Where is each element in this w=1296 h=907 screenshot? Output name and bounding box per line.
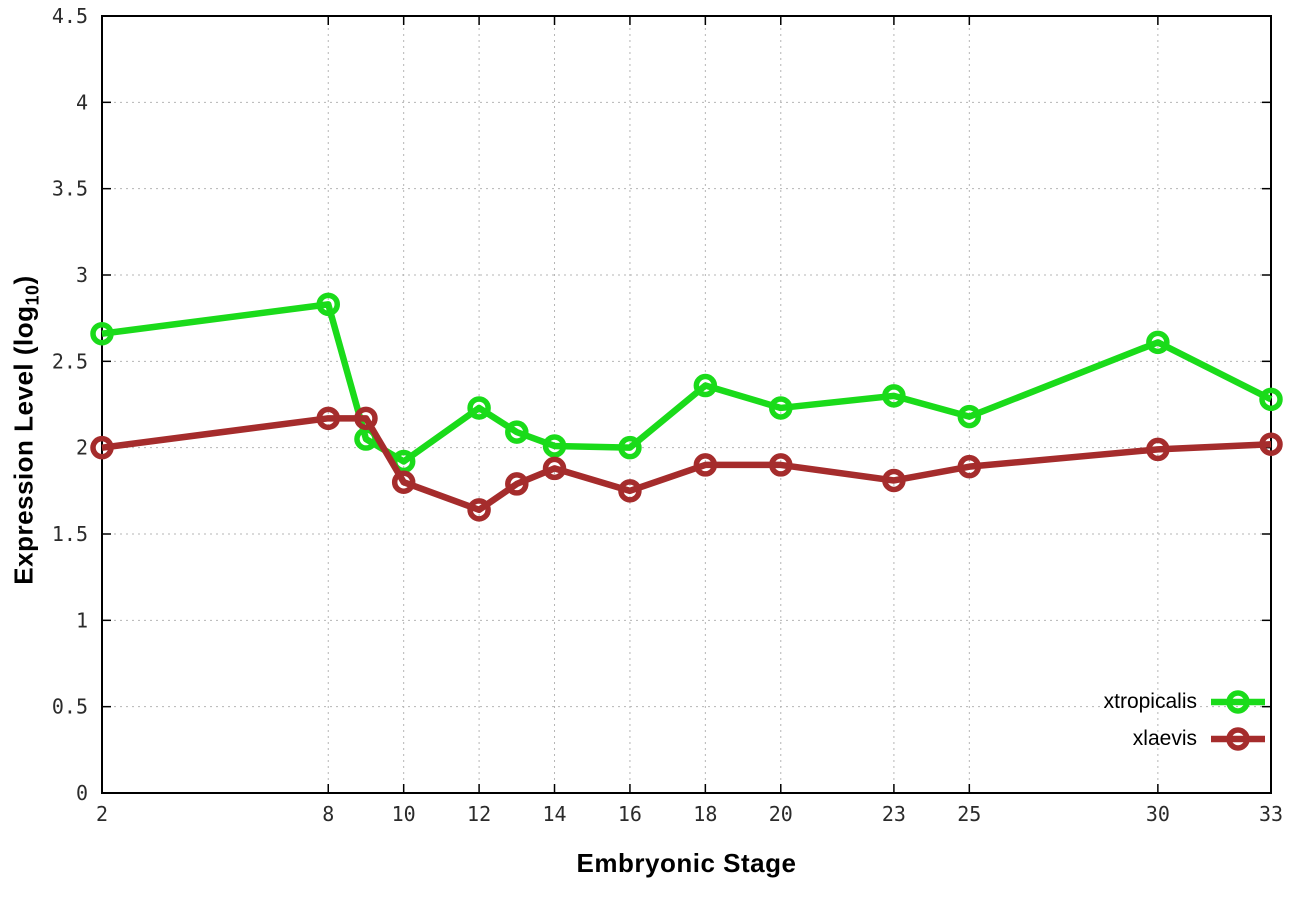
y-axis-title: Expression Level (log10) — [8, 275, 43, 585]
legend-label-xlaevis: xlaevis — [1132, 726, 1197, 750]
data-point-xlaevis — [882, 468, 906, 493]
legend-label-xtropicalis: xtropicalis — [1103, 689, 1197, 713]
y-tick-label: 1.5 — [52, 522, 88, 546]
data-point-xlaevis — [1259, 432, 1283, 456]
series-xtropicalis — [90, 292, 1283, 474]
data-point-xlaevis — [354, 406, 378, 431]
x-axis-title: Embryonic Stage — [576, 848, 797, 878]
x-tick-label: 23 — [882, 802, 906, 826]
data-point-xlaevis — [769, 453, 793, 477]
y-axis-title-text: Expression Level (log — [8, 305, 39, 585]
legend-sample-xtropicalis — [1211, 689, 1265, 714]
tick-labels: 0 0.5 1 1.5 2 2.5 3 3.5 4 4.5 2 8 10 12 14 16 18 20 23 25 30… — [52, 4, 1283, 826]
data-point-xtropicalis — [693, 373, 718, 398]
data-point-xtropicalis — [505, 420, 529, 444]
data-point-xlaevis — [391, 470, 416, 494]
tick-marks — [101, 15, 1272, 794]
plot-border — [101, 15, 1272, 794]
data-point-xtropicalis — [618, 435, 642, 460]
legend-item-xlaevis: xlaevis — [1104, 723, 1266, 754]
x-tick-label: 33 — [1259, 802, 1283, 826]
series-xlaevis — [90, 406, 1283, 522]
data-point-xlaevis — [90, 435, 114, 460]
legend-item-xtropicalis: xtropicalis — [1104, 686, 1266, 717]
x-tick-label: 10 — [392, 802, 416, 826]
x-tick-label: 14 — [542, 802, 566, 826]
y-tick-label: 0 — [76, 781, 88, 805]
x-tick-label: 12 — [467, 802, 491, 826]
x-tick-label: 30 — [1146, 802, 1170, 826]
x-tick-label: 18 — [693, 802, 717, 826]
y-tick-label: 3 — [76, 263, 88, 287]
legend: xtropicalis xlaevis — [1104, 686, 1266, 754]
y-tick-label: 4 — [76, 90, 88, 114]
data-point-xtropicalis — [1259, 387, 1283, 412]
y-axis-title-subscript: 10 — [22, 284, 43, 306]
data-point-xtropicalis — [542, 434, 567, 458]
data-point-xlaevis — [505, 472, 529, 496]
data-point-xlaevis — [467, 498, 491, 522]
x-tick-label: 25 — [957, 802, 981, 826]
series-line-xlaevis — [101, 415, 1272, 514]
data-point-xlaevis — [957, 454, 982, 479]
data-point-xtropicalis — [957, 404, 982, 429]
y-tick-label: 2.5 — [52, 349, 88, 373]
x-tick-label: 16 — [618, 802, 642, 826]
x-tick-label: 2 — [96, 802, 108, 826]
data-point-xtropicalis — [467, 396, 491, 420]
y-tick-label: 4.5 — [52, 4, 88, 28]
data-point-xtropicalis — [1146, 330, 1170, 355]
y-tick-label: 3.5 — [52, 177, 88, 201]
y-tick-label: 1 — [76, 608, 88, 632]
data-point-xtropicalis — [90, 321, 114, 346]
x-tick-label: 8 — [322, 802, 334, 826]
legend-sample-xlaevis — [1211, 726, 1265, 751]
data-point-xlaevis — [618, 479, 642, 503]
data-point-xlaevis — [1146, 437, 1170, 462]
data-point-xtropicalis — [882, 384, 906, 408]
y-tick-label: 2 — [76, 436, 88, 460]
data-point-xtropicalis — [316, 292, 341, 317]
y-axis-title-close: ) — [8, 275, 39, 285]
data-point-xlaevis — [316, 406, 341, 431]
x-tick-label: 20 — [769, 802, 793, 826]
data-point-xtropicalis — [769, 396, 793, 420]
y-tick-label: 0.5 — [52, 695, 88, 719]
data-point-xlaevis — [693, 453, 718, 477]
series-line-xtropicalis — [101, 301, 1273, 465]
data-point-xlaevis — [542, 456, 567, 481]
